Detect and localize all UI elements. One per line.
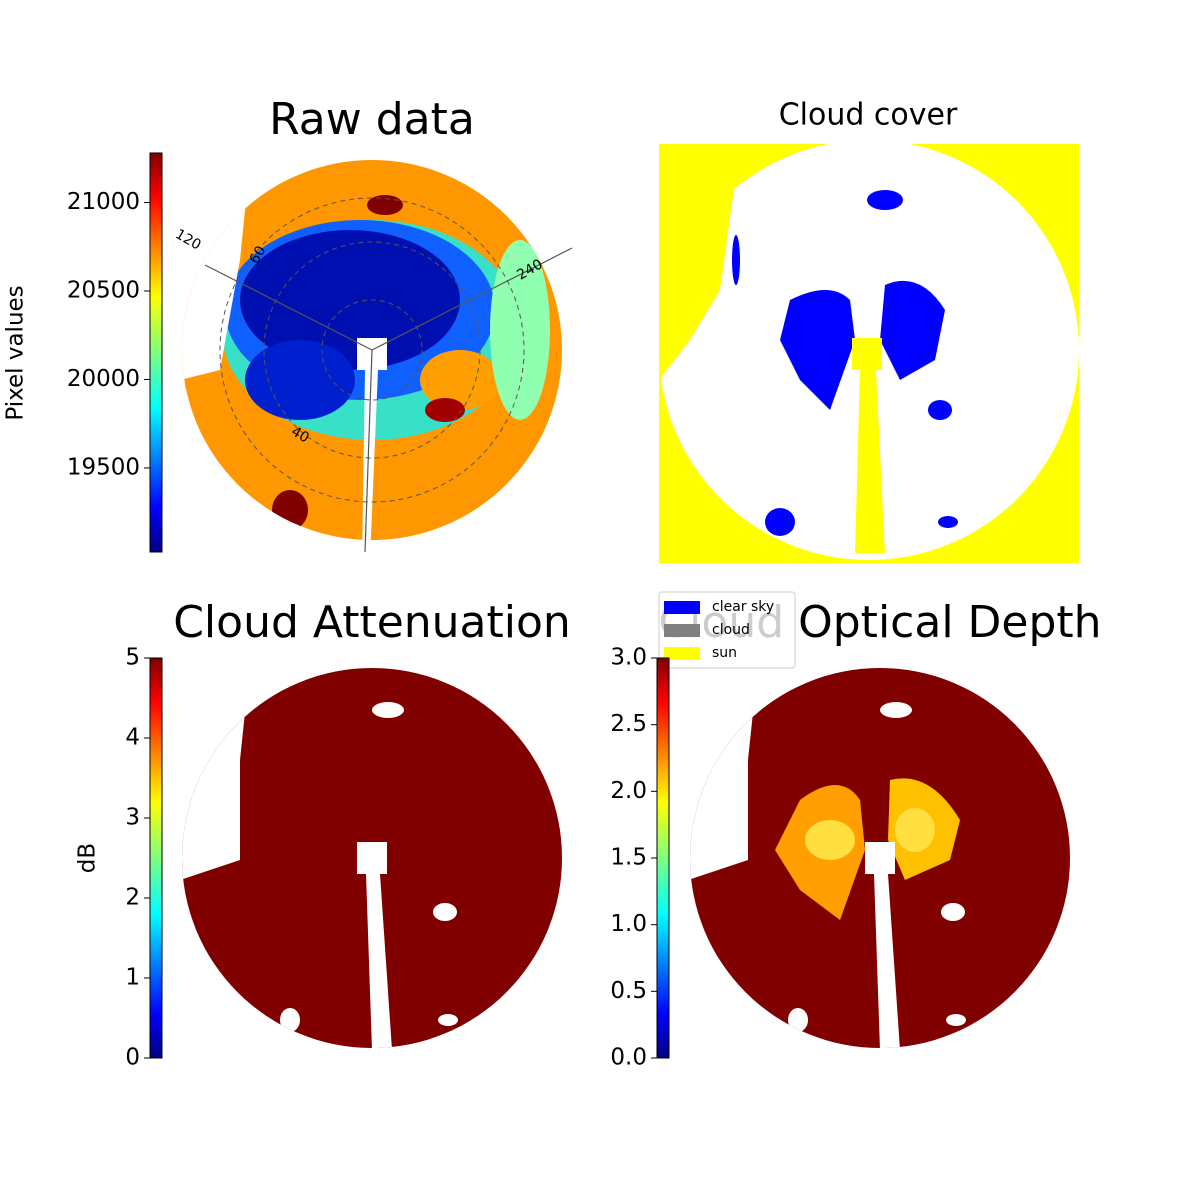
colorbar-tick-label: 19500 (67, 454, 140, 480)
colorbar-tick-label: 1 (125, 965, 140, 991)
colorbar-label: Pixel values (3, 285, 29, 420)
legend-label: cloud (712, 622, 750, 638)
polar-grid (219, 197, 525, 503)
polar-label: 60 (247, 243, 270, 266)
polar-label: 120 (172, 226, 203, 253)
attenuation-image (182, 668, 562, 1048)
colorbar-tick-label: 0.5 (610, 978, 647, 1004)
legend-swatch (664, 624, 700, 637)
colorbar-tick-label: 1.5 (610, 845, 647, 871)
colorbar-tick-label: 0.0 (610, 1045, 647, 1071)
colorbar-tick-label: 1.0 (610, 911, 647, 937)
panel-title: Raw data (269, 94, 475, 145)
colorbar-tick-label: 20500 (67, 278, 140, 304)
optical-depth-image (690, 668, 1070, 1048)
colorbar-tick-label: 4 (125, 725, 140, 751)
raw-image (182, 160, 562, 540)
legend-label: sun (712, 645, 737, 661)
cloud-cover-image (659, 140, 1079, 563)
legend-swatch (664, 647, 700, 660)
panel-title: Cloud cover (779, 98, 958, 133)
colorbar-tick-label: 20000 (67, 366, 140, 392)
colorbar-tick-label: 2 (125, 885, 140, 911)
colorbar-tick-label: 3.0 (610, 645, 647, 671)
colorbar-tick-label: 5 (125, 645, 140, 671)
colorbar-label: dB (75, 843, 101, 873)
polar-label: 40 (288, 424, 311, 447)
legend-label: clear sky (712, 599, 774, 615)
polar-axes (204, 247, 573, 553)
legend-swatch (664, 601, 700, 614)
colorbar (149, 657, 163, 1059)
colorbar-tick-label: 2.5 (610, 711, 647, 737)
colorbar-tick-label: 0 (125, 1045, 140, 1071)
panel-title: Cloud Attenuation (173, 597, 571, 648)
colorbar-tick-label: 3 (125, 805, 140, 831)
colorbar-tick-label: 21000 (67, 189, 140, 215)
colorbar-tick-label: 2.0 (610, 778, 647, 804)
colorbar (656, 657, 670, 1059)
colorbar (149, 152, 163, 553)
